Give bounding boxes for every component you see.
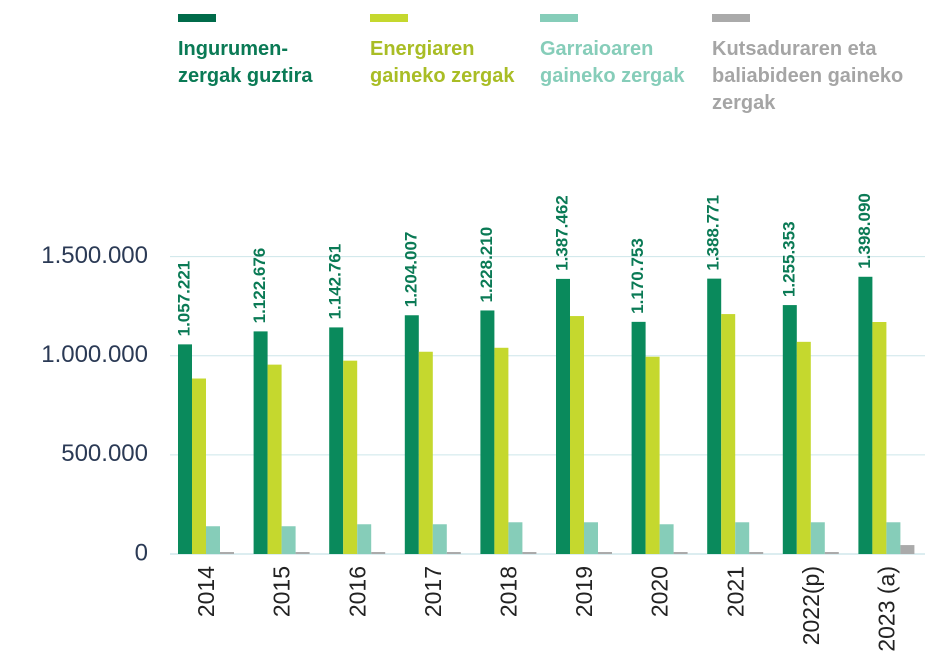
bar <box>267 364 282 554</box>
bar <box>707 278 722 554</box>
y-tick-label: 1.500.000 <box>41 242 148 269</box>
bar <box>858 276 873 554</box>
legend-marker <box>370 14 408 22</box>
x-tick-label: 2016 <box>344 566 370 617</box>
legend-marker <box>712 14 750 22</box>
bar <box>432 524 447 554</box>
x-tick-label: 2019 <box>571 566 597 617</box>
data-label: 1.057.221 <box>174 261 193 337</box>
y-tick-label: 500.000 <box>61 440 148 467</box>
bar <box>556 278 570 554</box>
bar <box>480 310 495 554</box>
bar <box>900 545 915 554</box>
bar <box>418 351 433 554</box>
bar <box>673 552 688 554</box>
data-label: 1.255.353 <box>779 221 798 297</box>
data-label: 1.388.771 <box>704 195 723 271</box>
bar <box>735 522 750 554</box>
x-tick-label: 2023 (a) <box>873 566 899 652</box>
bar <box>631 321 646 554</box>
bar <box>206 526 220 554</box>
y-tick-label: 0 <box>135 539 148 566</box>
bar <box>570 316 584 554</box>
bar <box>192 378 206 554</box>
legend-marker <box>540 14 578 22</box>
bar <box>810 522 825 554</box>
legend-marker <box>178 14 216 22</box>
bar <box>584 522 598 554</box>
data-label: 1.387.462 <box>552 195 571 271</box>
bar <box>598 552 612 554</box>
data-label: 1.228.210 <box>477 227 496 303</box>
bar <box>404 315 419 554</box>
bar <box>357 524 372 554</box>
bar <box>371 552 386 554</box>
bar <box>721 314 736 554</box>
legend-label: Ingurumen-zergak guztira <box>178 38 313 87</box>
bar <box>295 552 310 554</box>
data-label: 1.204.007 <box>401 232 420 308</box>
bar <box>494 347 509 554</box>
data-label: 1.122.676 <box>250 248 269 324</box>
x-tick-label: 2022(p) <box>798 566 824 645</box>
x-tick-label: 2018 <box>495 566 521 617</box>
y-tick-label: 1.000.000 <box>41 341 148 368</box>
legend-label: Energiaren gaineko zergak <box>370 38 515 87</box>
bar <box>824 552 839 554</box>
bar <box>749 552 764 554</box>
data-label: 1.170.753 <box>628 238 647 314</box>
bar <box>343 360 358 554</box>
x-tick-label: 2020 <box>647 566 673 617</box>
bar <box>872 322 887 554</box>
data-label: 1.398.090 <box>855 193 874 269</box>
bar <box>645 356 660 554</box>
bar <box>220 552 234 554</box>
bar <box>178 344 192 554</box>
bar <box>796 341 811 554</box>
x-tick-label: 2015 <box>269 566 295 617</box>
bar <box>253 331 268 554</box>
bar <box>508 522 523 554</box>
bar <box>329 327 344 554</box>
bar <box>522 552 537 554</box>
x-tick-label: 2017 <box>420 566 446 617</box>
x-tick-label: 2014 <box>193 566 219 617</box>
legend-label: Kutsaduraren eta baliabideen gaineko zer… <box>712 38 904 114</box>
data-label: 1.142.761 <box>326 244 345 320</box>
bar <box>659 524 674 554</box>
bar <box>446 552 461 554</box>
x-tick-label: 2021 <box>722 566 748 617</box>
bar <box>782 305 797 554</box>
bar <box>886 522 901 554</box>
legend-label: Garraioaren gaineko zergak <box>540 38 685 87</box>
bar <box>281 526 296 554</box>
